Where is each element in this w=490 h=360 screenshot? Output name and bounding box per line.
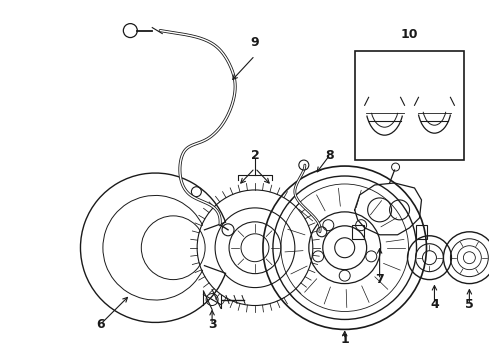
Text: 3: 3	[208, 318, 217, 331]
Bar	[352, 225, 364, 239]
Text: 1: 1	[341, 333, 349, 346]
Bar	[416, 225, 427, 239]
Text: 6: 6	[96, 318, 105, 331]
Text: 5: 5	[465, 298, 474, 311]
Text: 7: 7	[375, 273, 384, 286]
Text: 2: 2	[250, 149, 259, 162]
Text: 9: 9	[251, 36, 259, 49]
Text: 8: 8	[325, 149, 334, 162]
Text: 10: 10	[401, 28, 418, 41]
Bar	[355, 50, 465, 160]
Text: 4: 4	[430, 298, 439, 311]
